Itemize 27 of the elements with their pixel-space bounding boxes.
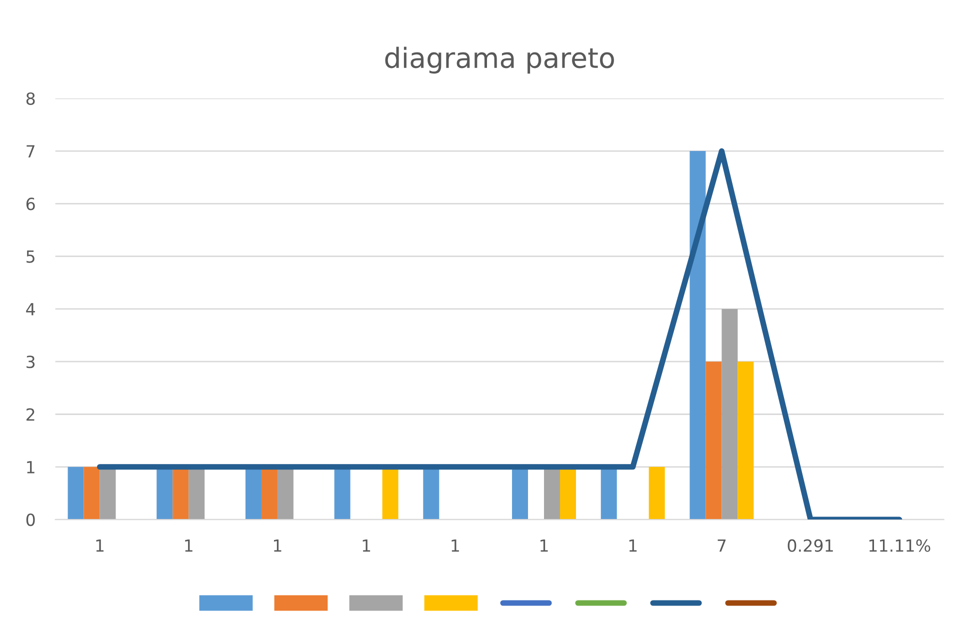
x-tick-label: 1 bbox=[540, 540, 548, 552]
y-tick-label: 7 bbox=[26, 145, 34, 158]
y-tick-label: 0 bbox=[26, 514, 35, 526]
y-tick-label: 6 bbox=[26, 198, 35, 210]
x-tick-label: 1 bbox=[96, 540, 104, 552]
x-tick-label: 11.11% bbox=[869, 539, 930, 552]
x-tick-label: 1 bbox=[629, 540, 637, 552]
y-tick-label: 8 bbox=[26, 92, 35, 105]
x-tick-label: 1 bbox=[362, 540, 370, 552]
bar bbox=[738, 362, 754, 520]
bar bbox=[84, 466, 100, 520]
x-tick-label: 1 bbox=[185, 540, 192, 552]
x-tick-label: 1 bbox=[452, 540, 459, 552]
bar bbox=[648, 466, 665, 520]
bar bbox=[722, 308, 738, 520]
bar bbox=[706, 362, 722, 520]
x-tick-label: 1 bbox=[274, 540, 282, 552]
y-tick-label: 4 bbox=[26, 303, 35, 316]
y-tick-label: 5 bbox=[26, 250, 34, 263]
y-tick-label: 1 bbox=[27, 461, 34, 474]
x-tick-label: 7 bbox=[718, 540, 726, 552]
y-tick-label: 2 bbox=[26, 408, 34, 421]
bar bbox=[690, 151, 706, 520]
y-tick-label: 3 bbox=[26, 356, 35, 368]
x-tick-label: 0.291 bbox=[788, 539, 833, 552]
chart-title: diagrama pareto bbox=[385, 46, 614, 74]
bar bbox=[68, 466, 84, 520]
